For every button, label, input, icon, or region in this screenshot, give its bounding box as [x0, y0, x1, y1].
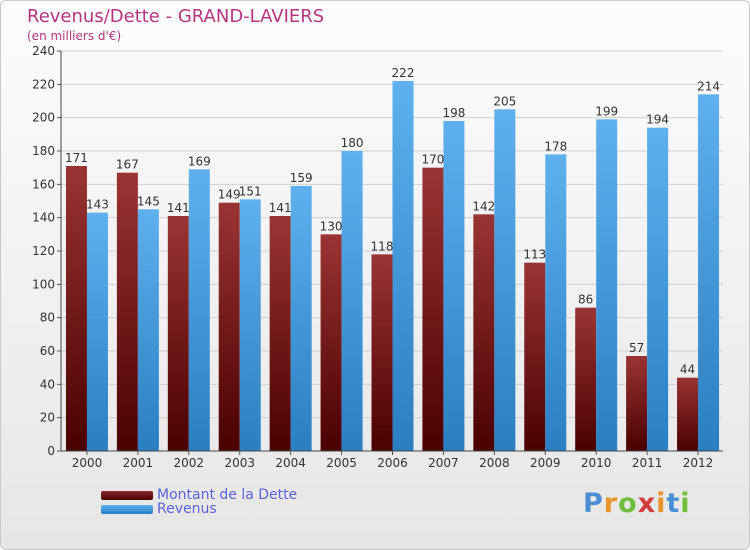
x-tick-label: 2011	[632, 456, 663, 470]
data-label-dette: 44	[680, 363, 695, 377]
y-tick-label: 120	[32, 244, 55, 258]
data-label-revenus: 214	[697, 79, 720, 93]
logo-letter: o	[618, 488, 638, 519]
data-label-dette: 170	[421, 153, 444, 167]
y-tick-label: 240	[32, 44, 55, 58]
bar-revenus	[494, 109, 516, 451]
data-label-revenus: 151	[239, 184, 262, 198]
bar-revenus	[290, 186, 312, 451]
data-label-revenus: 145	[137, 194, 160, 208]
bar-dette	[167, 216, 189, 451]
data-label-revenus: 198	[442, 106, 465, 120]
legend-label-dette: Montant de la Dette	[157, 487, 298, 503]
y-tick-label: 0	[47, 444, 55, 458]
bar-revenus	[443, 121, 465, 451]
x-tick-label: 2007	[428, 456, 459, 470]
y-tick-label: 40	[40, 377, 55, 391]
x-tick-label: 2005	[326, 456, 357, 470]
y-tick-label: 140	[32, 211, 55, 225]
data-label-dette: 149	[218, 188, 241, 202]
x-tick-label: 2001	[123, 456, 154, 470]
bar-dette	[371, 254, 393, 451]
data-label-revenus: 159	[290, 171, 313, 185]
x-tick-label: 2010	[581, 456, 612, 470]
bar-dette	[320, 234, 342, 451]
bar-revenus	[341, 151, 363, 451]
data-label-dette: 167	[116, 158, 139, 172]
proxiti-logo: Proxiti	[583, 488, 691, 519]
data-label-dette: 141	[167, 201, 190, 215]
x-tick-label: 2006	[377, 456, 408, 470]
x-tick-label: 2008	[479, 456, 510, 470]
data-label-revenus: 169	[188, 154, 211, 168]
bar-revenus	[596, 119, 618, 451]
x-tick-label: 2002	[174, 456, 205, 470]
logo-letter: t	[666, 488, 681, 519]
data-label-revenus: 199	[595, 104, 618, 118]
bar-revenus	[137, 209, 159, 451]
chart-subtitle: (en milliers d'€)	[27, 29, 122, 43]
bar-revenus	[647, 127, 669, 452]
bar-dette	[422, 167, 444, 451]
legend-swatch-revenus	[101, 504, 153, 514]
y-tick-label: 60	[40, 344, 55, 358]
x-tick-label: 2003	[224, 456, 255, 470]
logo-letter: P	[583, 488, 604, 519]
bar-dette	[575, 307, 597, 451]
data-label-dette: 57	[629, 341, 644, 355]
data-label-revenus: 143	[86, 198, 109, 212]
x-tick-label: 2000	[72, 456, 103, 470]
logo-letter: x	[637, 488, 657, 519]
chart-title: Revenus/Dette - GRAND-LAVIERS	[27, 6, 325, 27]
bar-dette	[116, 172, 138, 451]
bar-dette	[218, 202, 240, 451]
bar-dette	[473, 214, 495, 451]
bar-revenus	[698, 94, 720, 451]
bar-dette	[524, 262, 546, 451]
y-tick-label: 220	[32, 77, 55, 91]
logo-letter: r	[603, 488, 619, 519]
data-label-revenus: 205	[493, 94, 516, 108]
bar-dette	[269, 216, 291, 451]
y-tick-label: 200	[32, 111, 55, 125]
y-tick-label: 160	[32, 177, 55, 191]
bar-revenus	[188, 169, 210, 452]
legend-swatch-dette	[101, 490, 153, 500]
bar-revenus	[239, 199, 261, 451]
data-label-dette: 118	[371, 239, 394, 253]
legend-item-dette: Montant de la Dette	[101, 487, 298, 503]
data-label-dette: 141	[269, 201, 292, 215]
bar-dette	[626, 356, 648, 451]
bar-dette	[65, 166, 87, 451]
bar-dette	[677, 377, 699, 451]
y-tick-label: 180	[32, 144, 55, 158]
data-label-dette: 142	[472, 199, 495, 213]
legend-item-revenus: Revenus	[101, 501, 217, 517]
data-label-revenus: 194	[646, 113, 669, 127]
x-tick-label: 2004	[275, 456, 306, 470]
y-tick-label: 100	[32, 277, 55, 291]
bar-revenus	[86, 212, 108, 451]
bar-revenus	[545, 154, 567, 452]
legend-label-revenus: Revenus	[157, 501, 217, 517]
x-tick-label: 2012	[683, 456, 714, 470]
data-label-revenus: 178	[544, 139, 567, 153]
data-label-dette: 171	[65, 151, 88, 165]
bar-revenus	[392, 81, 414, 451]
x-tick-label: 2009	[530, 456, 561, 470]
logo-letter: i	[656, 488, 667, 519]
logo-letter: i	[680, 488, 691, 519]
data-label-revenus: 180	[341, 136, 364, 150]
data-label-dette: 86	[578, 293, 593, 307]
data-label-revenus: 222	[392, 66, 415, 80]
y-tick-label: 80	[40, 311, 55, 325]
y-tick-label: 20	[40, 411, 55, 425]
data-label-dette: 113	[523, 248, 546, 262]
data-label-dette: 130	[320, 219, 343, 233]
